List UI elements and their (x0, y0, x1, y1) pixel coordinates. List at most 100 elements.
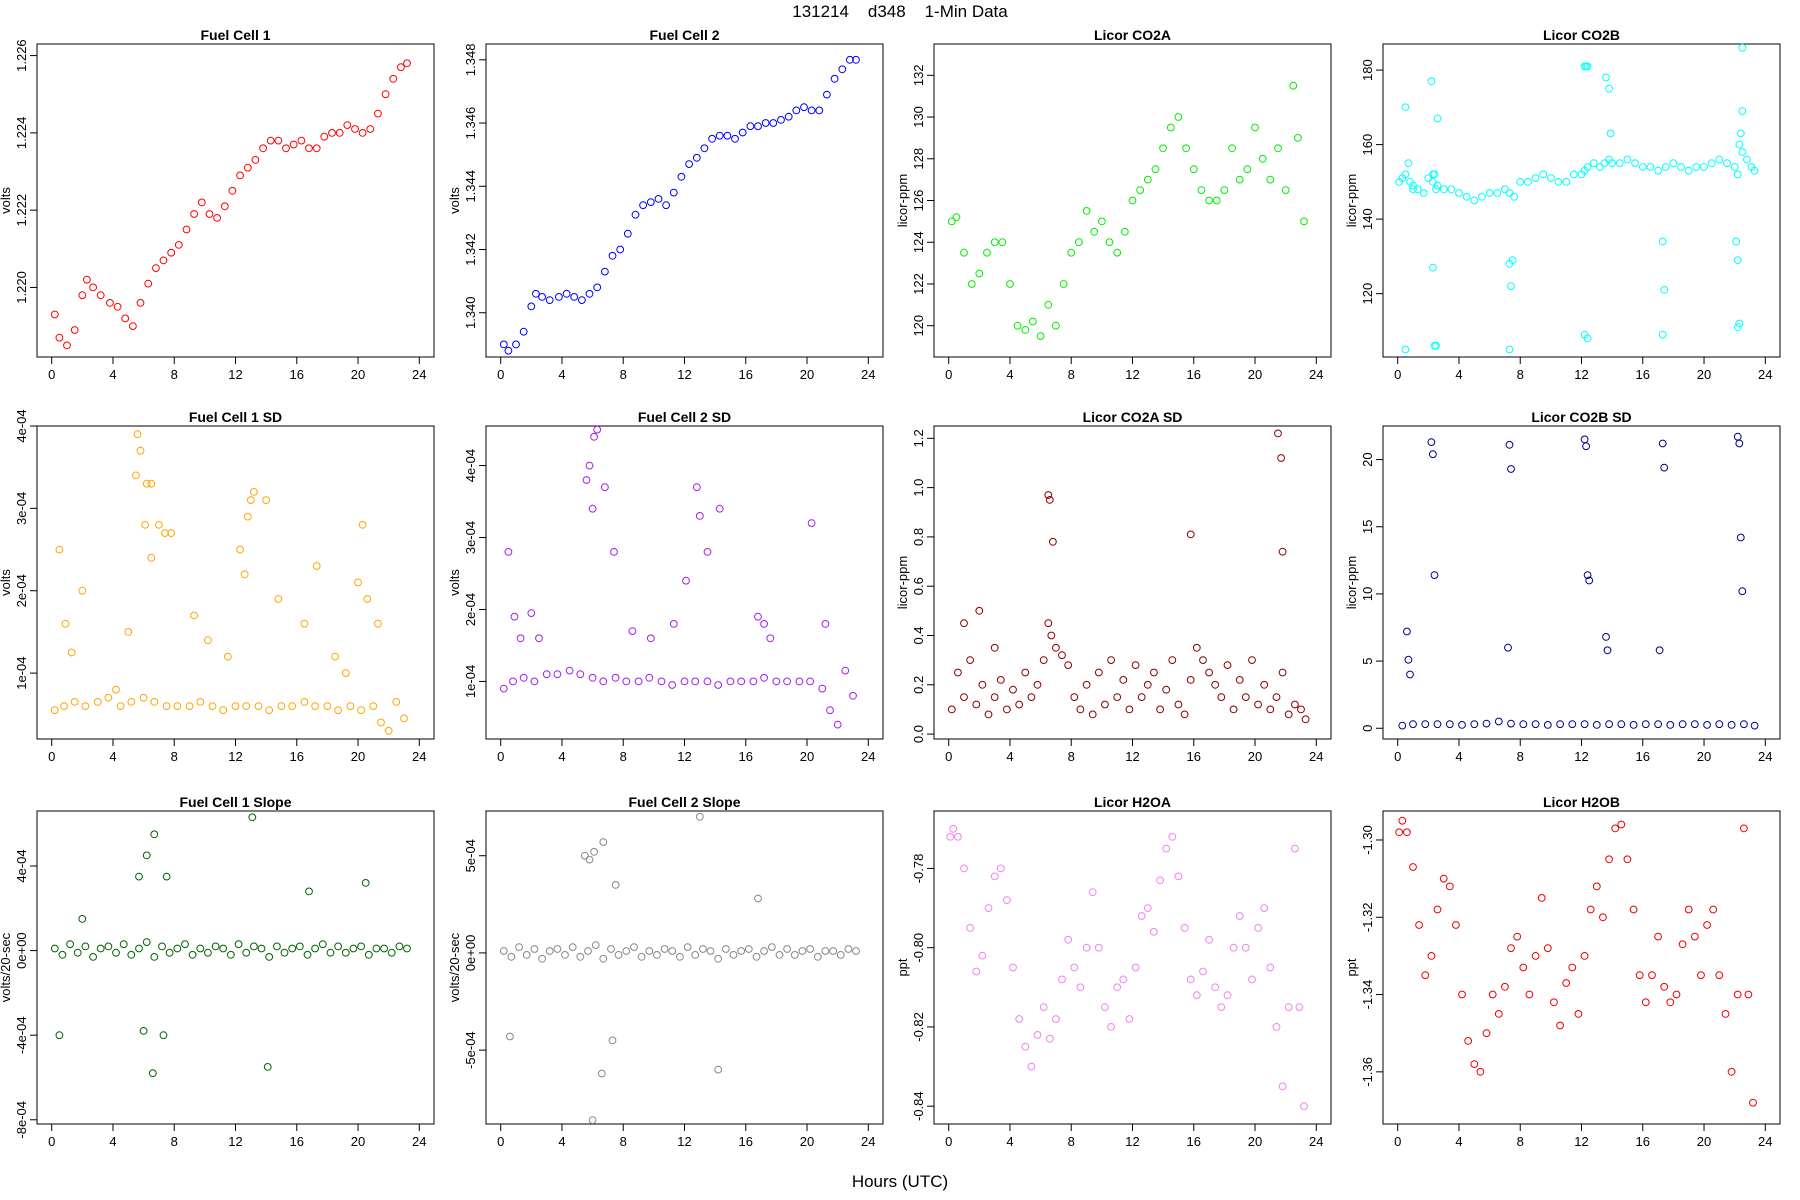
data-point (499, 340, 508, 349)
data-point (1150, 668, 1158, 677)
data-point (1658, 439, 1667, 448)
data-point (81, 702, 90, 710)
data-point (190, 210, 199, 218)
data-point (1654, 166, 1662, 175)
data-point (1136, 186, 1145, 195)
data-point (204, 636, 212, 645)
data-point (790, 951, 799, 959)
data-point (542, 670, 551, 679)
plot-frame (1382, 425, 1781, 740)
data-point (1507, 282, 1515, 291)
data-point (527, 302, 536, 311)
data-point (1429, 450, 1437, 459)
x-tick-label: 12 (677, 749, 691, 764)
data-point (1009, 963, 1017, 972)
data-point (96, 944, 105, 953)
data-point (1655, 646, 1664, 655)
data-point (807, 106, 816, 115)
data-point (1059, 280, 1068, 288)
data-point (972, 967, 981, 976)
data-point (364, 950, 373, 959)
data-point (1052, 321, 1060, 330)
data-point (159, 1031, 168, 1040)
y-tick-label: 1.344 (463, 170, 478, 203)
data-point (954, 832, 962, 841)
y-tick-label: 1e-04 (14, 656, 29, 689)
y-tick-label: 1.342 (463, 233, 478, 266)
data-point (645, 673, 654, 682)
data-point (1585, 576, 1594, 585)
data-point (231, 702, 240, 710)
data-point (182, 225, 191, 234)
data-point (990, 643, 999, 652)
data-point (300, 698, 309, 706)
data-point (833, 720, 842, 729)
x-tick-label: 8 (171, 749, 178, 764)
data-point (509, 677, 517, 686)
data-point (1733, 170, 1742, 179)
data-point (1592, 721, 1601, 729)
data-point (1168, 832, 1177, 841)
data-point (700, 144, 709, 153)
x-tick-label: 12 (1125, 367, 1139, 382)
data-point (300, 619, 309, 628)
data-point (1070, 963, 1079, 972)
data-point (263, 1063, 272, 1071)
data-point (1574, 1010, 1583, 1018)
data-point (1082, 207, 1091, 215)
data-point (699, 945, 707, 953)
x-tick-label: 4 (558, 367, 565, 382)
data-point (1278, 1082, 1287, 1091)
data-point (150, 953, 159, 961)
data-point (211, 942, 220, 951)
data-point (597, 1069, 606, 1078)
data-point (257, 944, 266, 953)
y-tick-label: 3e-04 (463, 521, 478, 554)
data-point (682, 576, 690, 585)
y-tick-label: 1.224 (14, 117, 29, 150)
data-point (975, 269, 984, 278)
data-point (1094, 943, 1103, 952)
data-point (1151, 165, 1160, 174)
x-tick-label: 16 (739, 1134, 753, 1149)
data-point (1243, 165, 1252, 174)
data-point (645, 947, 654, 955)
data-point (722, 945, 730, 953)
data-point (1602, 633, 1610, 641)
data-point (838, 65, 847, 74)
data-point (55, 333, 64, 342)
data-point (334, 942, 343, 951)
data-point (1199, 656, 1207, 664)
y-axis-label: licor-ppm (895, 174, 910, 227)
y-tick-label: 1.220 (14, 271, 29, 304)
data-point (1641, 720, 1650, 729)
data-point (1131, 661, 1140, 669)
data-point (738, 128, 747, 137)
data-point (250, 488, 258, 496)
y-axis-label: volts (447, 569, 462, 596)
data-point (213, 214, 222, 222)
data-point (1750, 166, 1759, 175)
data-point (669, 188, 678, 197)
data-point (1166, 123, 1175, 132)
data-point (251, 156, 260, 164)
data-point (634, 677, 643, 686)
data-point (104, 942, 113, 951)
data-point (582, 476, 591, 484)
data-point (952, 213, 961, 222)
data-point (767, 943, 776, 951)
data-point (377, 718, 385, 727)
data-point (599, 838, 608, 846)
y-axis-label: volts (0, 187, 13, 214)
data-point (1156, 705, 1164, 714)
data-point (384, 726, 393, 735)
data-point (731, 134, 739, 143)
data-point (519, 673, 528, 682)
data-point (136, 446, 145, 455)
data-point (358, 129, 367, 137)
data-point (1470, 1060, 1479, 1068)
data-point (1297, 705, 1305, 714)
data-point (1429, 170, 1437, 179)
data-point (288, 702, 297, 710)
data-point (960, 248, 968, 257)
